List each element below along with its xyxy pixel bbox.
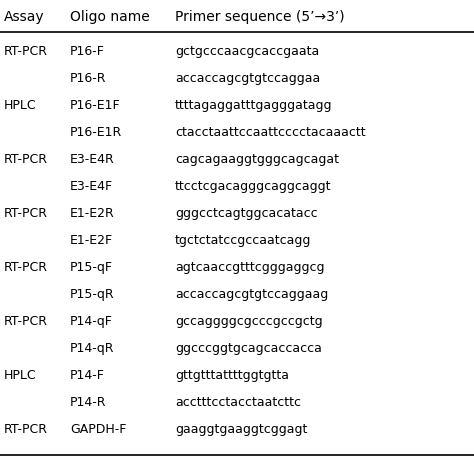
Text: RT-PCR: RT-PCR xyxy=(4,45,48,58)
Text: P16-E1R: P16-E1R xyxy=(70,126,122,139)
Text: P14-qR: P14-qR xyxy=(70,342,115,355)
Text: gggcctcagtggcacatacc: gggcctcagtggcacatacc xyxy=(175,207,318,220)
Text: RT-PCR: RT-PCR xyxy=(4,207,48,220)
Text: ctacctaattccaattcccctacaaactt: ctacctaattccaattcccctacaaactt xyxy=(175,126,365,139)
Text: P16-R: P16-R xyxy=(70,72,107,85)
Text: ttcctcgacagggcaggcaggt: ttcctcgacagggcaggcaggt xyxy=(175,180,331,193)
Text: cagcagaaggtgggcagcagat: cagcagaaggtgggcagcagat xyxy=(175,153,339,166)
Text: P15-qF: P15-qF xyxy=(70,261,113,274)
Text: P15-qR: P15-qR xyxy=(70,288,115,301)
Text: HPLC: HPLC xyxy=(4,99,36,112)
Text: agtcaaccgtttcgggaggcg: agtcaaccgtttcgggaggcg xyxy=(175,261,325,274)
Text: P14-qF: P14-qF xyxy=(70,315,113,328)
Text: RT-PCR: RT-PCR xyxy=(4,423,48,436)
Text: accaccagcgtgtccaggaag: accaccagcgtgtccaggaag xyxy=(175,288,328,301)
Text: HPLC: HPLC xyxy=(4,369,36,382)
Text: acctttcctacctaatcttc: acctttcctacctaatcttc xyxy=(175,396,301,409)
Text: E1-E2F: E1-E2F xyxy=(70,234,113,247)
Text: RT-PCR: RT-PCR xyxy=(4,261,48,274)
Text: gccaggggcgcccgccgctg: gccaggggcgcccgccgctg xyxy=(175,315,323,328)
Text: P16-E1F: P16-E1F xyxy=(70,99,120,112)
Text: E3-E4R: E3-E4R xyxy=(70,153,115,166)
Text: Oligo name: Oligo name xyxy=(70,10,150,24)
Text: gctgcccaacgcaccgaata: gctgcccaacgcaccgaata xyxy=(175,45,319,58)
Text: Assay: Assay xyxy=(4,10,45,24)
Text: accaccagcgtgtccaggaa: accaccagcgtgtccaggaa xyxy=(175,72,320,85)
Text: GAPDH-F: GAPDH-F xyxy=(70,423,127,436)
Text: E3-E4F: E3-E4F xyxy=(70,180,113,193)
Text: Primer sequence (5’→3’): Primer sequence (5’→3’) xyxy=(175,10,345,24)
Text: E1-E2R: E1-E2R xyxy=(70,207,115,220)
Text: RT-PCR: RT-PCR xyxy=(4,153,48,166)
Text: ttttagaggatttgagggatagg: ttttagaggatttgagggatagg xyxy=(175,99,332,112)
Text: gaaggtgaaggtcggagt: gaaggtgaaggtcggagt xyxy=(175,423,307,436)
Text: ggcccggtgcagcaccacca: ggcccggtgcagcaccacca xyxy=(175,342,322,355)
Text: gttgtttattttggtgtta: gttgtttattttggtgtta xyxy=(175,369,289,382)
Text: tgctctatccgccaatcagg: tgctctatccgccaatcagg xyxy=(175,234,311,247)
Text: P14-F: P14-F xyxy=(70,369,105,382)
Text: RT-PCR: RT-PCR xyxy=(4,315,48,328)
Text: P16-F: P16-F xyxy=(70,45,105,58)
Text: P14-R: P14-R xyxy=(70,396,107,409)
